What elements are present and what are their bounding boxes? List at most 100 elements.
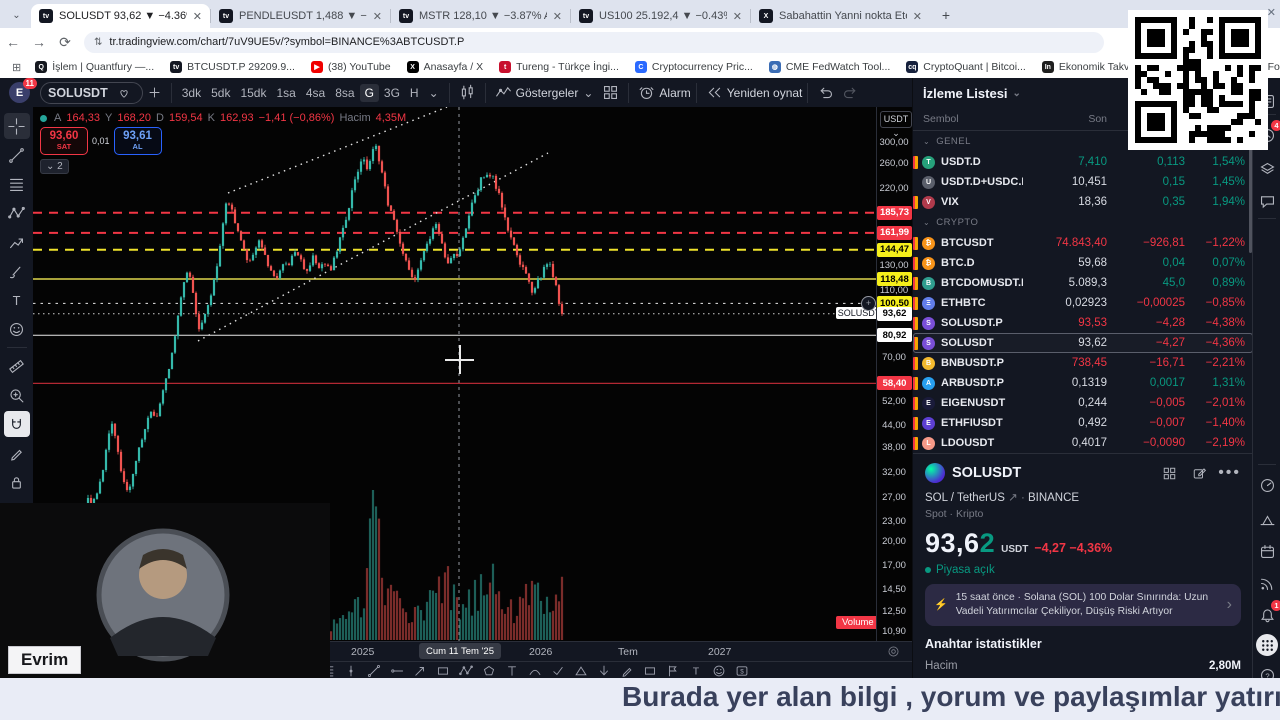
flag-marker-icon[interactable] xyxy=(913,236,918,250)
news-icon[interactable] xyxy=(1256,572,1278,594)
bookmark-item[interactable]: tv BTCUSDT.P 29209.9... xyxy=(163,61,302,73)
timeframe-4sa[interactable]: 4sa xyxy=(305,85,326,100)
watchlist-row[interactable]: T USDT.D 7,410 0,113 1,54% xyxy=(913,152,1253,172)
flag-marker-icon[interactable] xyxy=(913,356,918,370)
replay-icon[interactable] xyxy=(702,84,727,101)
check-tool-icon[interactable] xyxy=(551,664,565,678)
replay-label[interactable]: Yeniden oynat xyxy=(726,85,803,100)
symbol-flag-icon[interactable] xyxy=(113,86,135,100)
timeframe-5dk[interactable]: 5dk xyxy=(211,85,231,100)
technicals-gauge-icon[interactable] xyxy=(1256,474,1278,496)
lock-drawings-tool-icon[interactable] xyxy=(4,469,30,495)
price-axis[interactable]: USDT ⌄ 300,00 260,00 220,00 130,00 110,00 70,… xyxy=(876,107,913,641)
tab-search-icon[interactable]: ⌄ xyxy=(12,10,21,21)
pattern-fav-icon[interactable] xyxy=(459,664,473,678)
watchlist-row[interactable]: L LDOUSDT 0,4017 −0,0090 −2,19% xyxy=(913,433,1253,453)
flag-marker-icon[interactable] xyxy=(913,376,918,390)
bookmark-item[interactable]: Q İşlem | Quantfury —... xyxy=(28,61,161,73)
alarm-icon[interactable] xyxy=(634,84,659,101)
trend-line-tool-icon[interactable] xyxy=(4,142,30,168)
watchlist-row[interactable]: E EIGENUSDT 0,244 −0,005 −2,01% xyxy=(913,393,1253,413)
bookmark-item[interactable]: ◍ CME FedWatch Tool... xyxy=(762,61,897,73)
redo-icon[interactable] xyxy=(838,84,863,101)
watchlist-row[interactable]: B BTCDOMUSDT.P 5.089,3 45,0 0,89% xyxy=(913,273,1253,293)
indicators-icon[interactable] xyxy=(491,84,516,101)
news-headline-pill[interactable]: ⚡ 15 saat önce · Solana (SOL) 100 Dolar … xyxy=(925,584,1241,626)
timeframe-G[interactable]: G xyxy=(359,83,379,102)
crosshair-tool-icon[interactable] xyxy=(3,113,30,139)
timeframe-15dk[interactable]: 15dk xyxy=(240,85,267,100)
tab-close-icon[interactable]: ✕ xyxy=(192,10,202,23)
timeframe-H[interactable]: H xyxy=(409,85,419,100)
add-alert-icon[interactable]: + xyxy=(861,296,876,312)
apps-icon[interactable] xyxy=(1256,634,1278,656)
flag-marker-icon[interactable] xyxy=(913,296,918,310)
flag-marker-icon[interactable] xyxy=(913,276,918,290)
flag-marker-icon[interactable] xyxy=(913,396,918,410)
watchlist-section-genel[interactable]: ⌄ GENEL xyxy=(923,136,971,147)
candlestick-chart[interactable] xyxy=(33,107,876,641)
rect-fav-icon[interactable] xyxy=(643,664,657,678)
indicators-chevron[interactable]: ⌄ xyxy=(583,85,594,100)
panel-grid-icon[interactable] xyxy=(1158,466,1181,481)
fib-retracement-tool-icon[interactable] xyxy=(4,171,30,197)
panel-more-icon[interactable]: ••• xyxy=(1218,464,1241,481)
tab-close-icon[interactable]: ✕ xyxy=(732,10,742,23)
back-icon[interactable]: ← xyxy=(6,34,20,50)
bookmark-item[interactable]: cq CryptoQuant | Bitcoi... xyxy=(899,61,1033,73)
timeframe-1sa[interactable]: 1sa xyxy=(276,85,296,100)
timeframe-more-chevron[interactable]: ⌄ xyxy=(428,85,439,100)
watchlist-row[interactable]: S SOLUSDT.P 93,53 −4,28 −4,38% xyxy=(913,313,1253,333)
magnet-tool-icon[interactable] xyxy=(3,411,30,437)
window-close-icon[interactable]: ✕ xyxy=(1266,7,1276,19)
browser-tab[interactable]: X Sabahattin Yanni nokta Etehe (8 ✕ xyxy=(751,4,930,28)
watchlist-header[interactable]: İzleme Listesi ⌄ xyxy=(923,85,1021,101)
stay-in-drawing-mode-tool-icon[interactable] xyxy=(4,440,30,466)
brush-tool-icon[interactable] xyxy=(4,258,30,284)
flag-tool-icon[interactable] xyxy=(666,664,680,678)
watchlist-row[interactable]: E ETHFIUSDT 0,492 −0,007 −1,40% xyxy=(913,413,1253,433)
flag-marker-icon[interactable] xyxy=(913,316,918,330)
trend-line-fav-icon[interactable] xyxy=(367,664,381,678)
tab-close-icon[interactable]: ✕ xyxy=(372,10,382,23)
flag-marker-icon[interactable] xyxy=(913,436,918,450)
text-tool-icon[interactable]: T xyxy=(4,287,30,313)
compare-add-icon[interactable] xyxy=(143,85,166,100)
undo-icon[interactable] xyxy=(813,84,838,101)
tab-close-icon[interactable]: ✕ xyxy=(552,10,562,23)
buy-button[interactable]: 93,61 AL xyxy=(113,127,162,155)
triangle-tool-icon[interactable] xyxy=(574,664,588,678)
horizontal-ray-icon[interactable] xyxy=(390,664,404,678)
forecast-tool-icon[interactable] xyxy=(4,229,30,255)
rectangle-tool-icon[interactable] xyxy=(436,664,450,678)
arrow-tool-icon[interactable] xyxy=(413,664,427,678)
user-avatar[interactable]: E 11 xyxy=(9,78,37,103)
indicator-templates-icon[interactable] xyxy=(598,84,623,101)
apps-grid-icon[interactable]: ⊞ xyxy=(12,61,23,74)
watchlist-row[interactable]: ₿ BTC.D 59,68 0,04 0,07% xyxy=(913,253,1253,273)
chat-icon[interactable] xyxy=(1256,190,1278,212)
object-tree-icon[interactable] xyxy=(1256,158,1278,180)
timeframe-8sa[interactable]: 8sa xyxy=(335,85,355,100)
curve-tool-icon[interactable] xyxy=(528,664,542,678)
bookmark-item[interactable]: t Tureng - Türkçe İngi... xyxy=(492,61,626,73)
ideas-icon[interactable] xyxy=(1256,508,1278,530)
flag-marker-icon[interactable] xyxy=(913,416,918,430)
price-label-tool-icon[interactable]: $ xyxy=(735,664,749,678)
flag-marker-icon[interactable] xyxy=(913,256,918,270)
indicators-label[interactable]: Göstergeler xyxy=(515,85,579,100)
timeframe-3G[interactable]: 3G xyxy=(383,85,400,100)
new-tab-button[interactable]: + xyxy=(941,7,951,23)
emoji-tool-icon[interactable] xyxy=(4,316,30,342)
polygon-tool-icon[interactable] xyxy=(482,664,496,678)
zoom-in-tool-icon[interactable] xyxy=(4,382,30,408)
chart-style-candles-icon[interactable] xyxy=(455,84,480,101)
axis-currency-button[interactable]: USDT ⌄ xyxy=(880,111,912,138)
arrow-down-tool-icon[interactable] xyxy=(597,664,611,678)
flag-marker-icon[interactable] xyxy=(913,155,918,169)
timeframe-3dk[interactable]: 3dk xyxy=(181,85,202,100)
pencil-fav-icon[interactable] xyxy=(620,664,634,678)
watchlist-row[interactable]: ₿ BTCUSDT 74.843,40 −926,81 −1,22% xyxy=(913,233,1253,253)
flag-marker-icon[interactable] xyxy=(913,195,918,209)
browser-tab[interactable]: tv SOLUSDT 93,62 ▼ −4.36% Adsı ✕ xyxy=(31,4,210,28)
